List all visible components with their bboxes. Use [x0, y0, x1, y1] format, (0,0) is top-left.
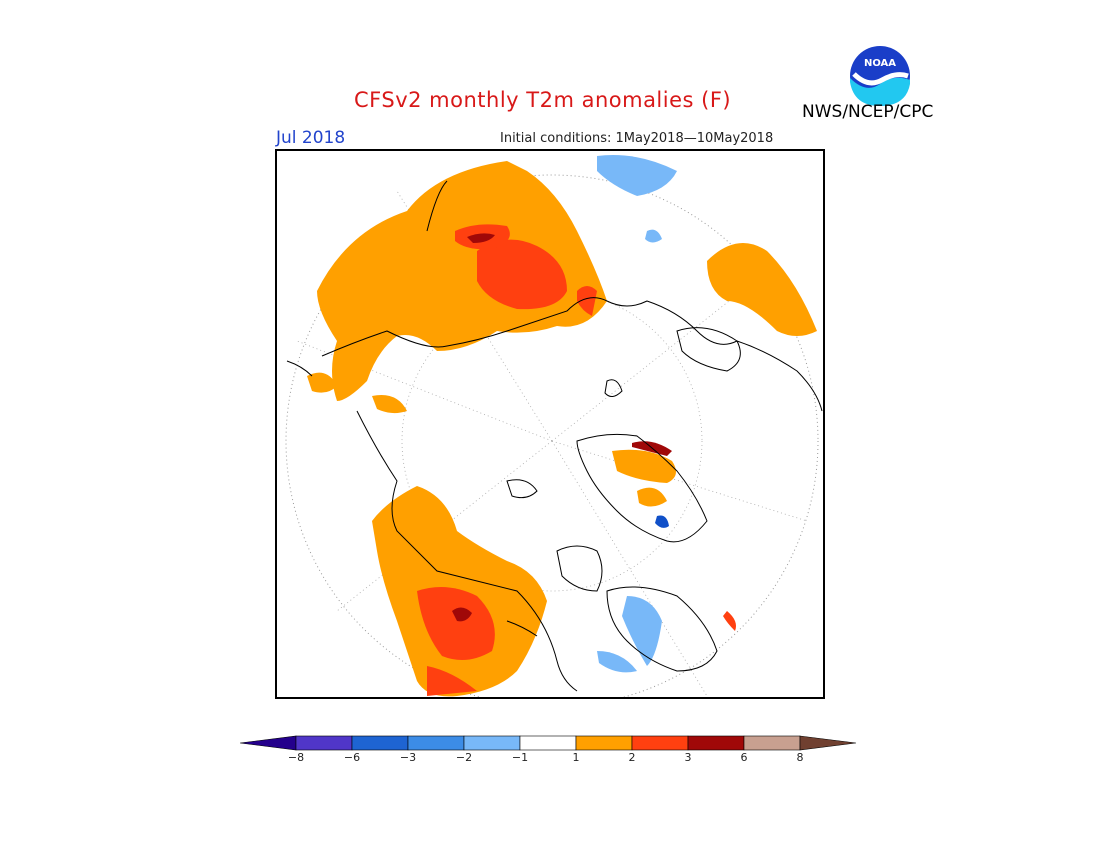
colorbar-tick-label: −3 — [399, 751, 417, 764]
month-label: Jul 2018 — [276, 128, 346, 148]
warm-anomaly-europe — [612, 243, 817, 631]
chart-title: CFSv2 monthly T2m anomalies (F) — [354, 88, 732, 112]
colorbar-tick-label: 2 — [628, 751, 636, 764]
colorbar-bin — [463, 735, 521, 751]
map-boundary-circle — [285, 174, 819, 697]
noaa-logo-text: NOAA — [864, 58, 896, 69]
initial-conditions-label: Initial conditions: 1May2018—10May2018 — [500, 131, 774, 146]
colorbar-bin — [407, 735, 465, 751]
polar-map — [285, 155, 823, 697]
map-panel — [275, 149, 825, 699]
colorbar-bin — [351, 735, 409, 751]
agency-label: NWS/NCEP/CPC — [802, 102, 934, 122]
colorbar — [240, 735, 857, 751]
colorbar-tick-label: −2 — [455, 751, 473, 764]
colorbar-tick-label: −1 — [511, 751, 529, 764]
colorbar-bin — [743, 735, 801, 751]
coastlines — [286, 180, 823, 692]
colorbar-bin — [519, 735, 577, 751]
colorbar-tick-label: 3 — [684, 751, 692, 764]
colorbar-bin-arrow-low — [240, 735, 297, 751]
colorbar-bin — [631, 735, 689, 751]
colorbar-bin — [687, 735, 745, 751]
colorbar-tick-label: 6 — [740, 751, 748, 764]
colorbar-tick-label: −8 — [287, 751, 305, 764]
warm-anomaly-eurasia — [307, 161, 607, 414]
colorbar-bin — [295, 735, 353, 751]
colorbar-tick-label: −6 — [343, 751, 361, 764]
colorbar-tick-label: 1 — [572, 751, 580, 764]
colorbar-tick-label: 8 — [796, 751, 804, 764]
noaa-logo: NOAA — [848, 44, 912, 108]
colorbar-bin-arrow-high — [799, 735, 857, 751]
colorbar-bin — [575, 735, 633, 751]
cold-anomaly-regions — [597, 155, 677, 673]
warm-anomaly-north-america — [372, 486, 547, 697]
